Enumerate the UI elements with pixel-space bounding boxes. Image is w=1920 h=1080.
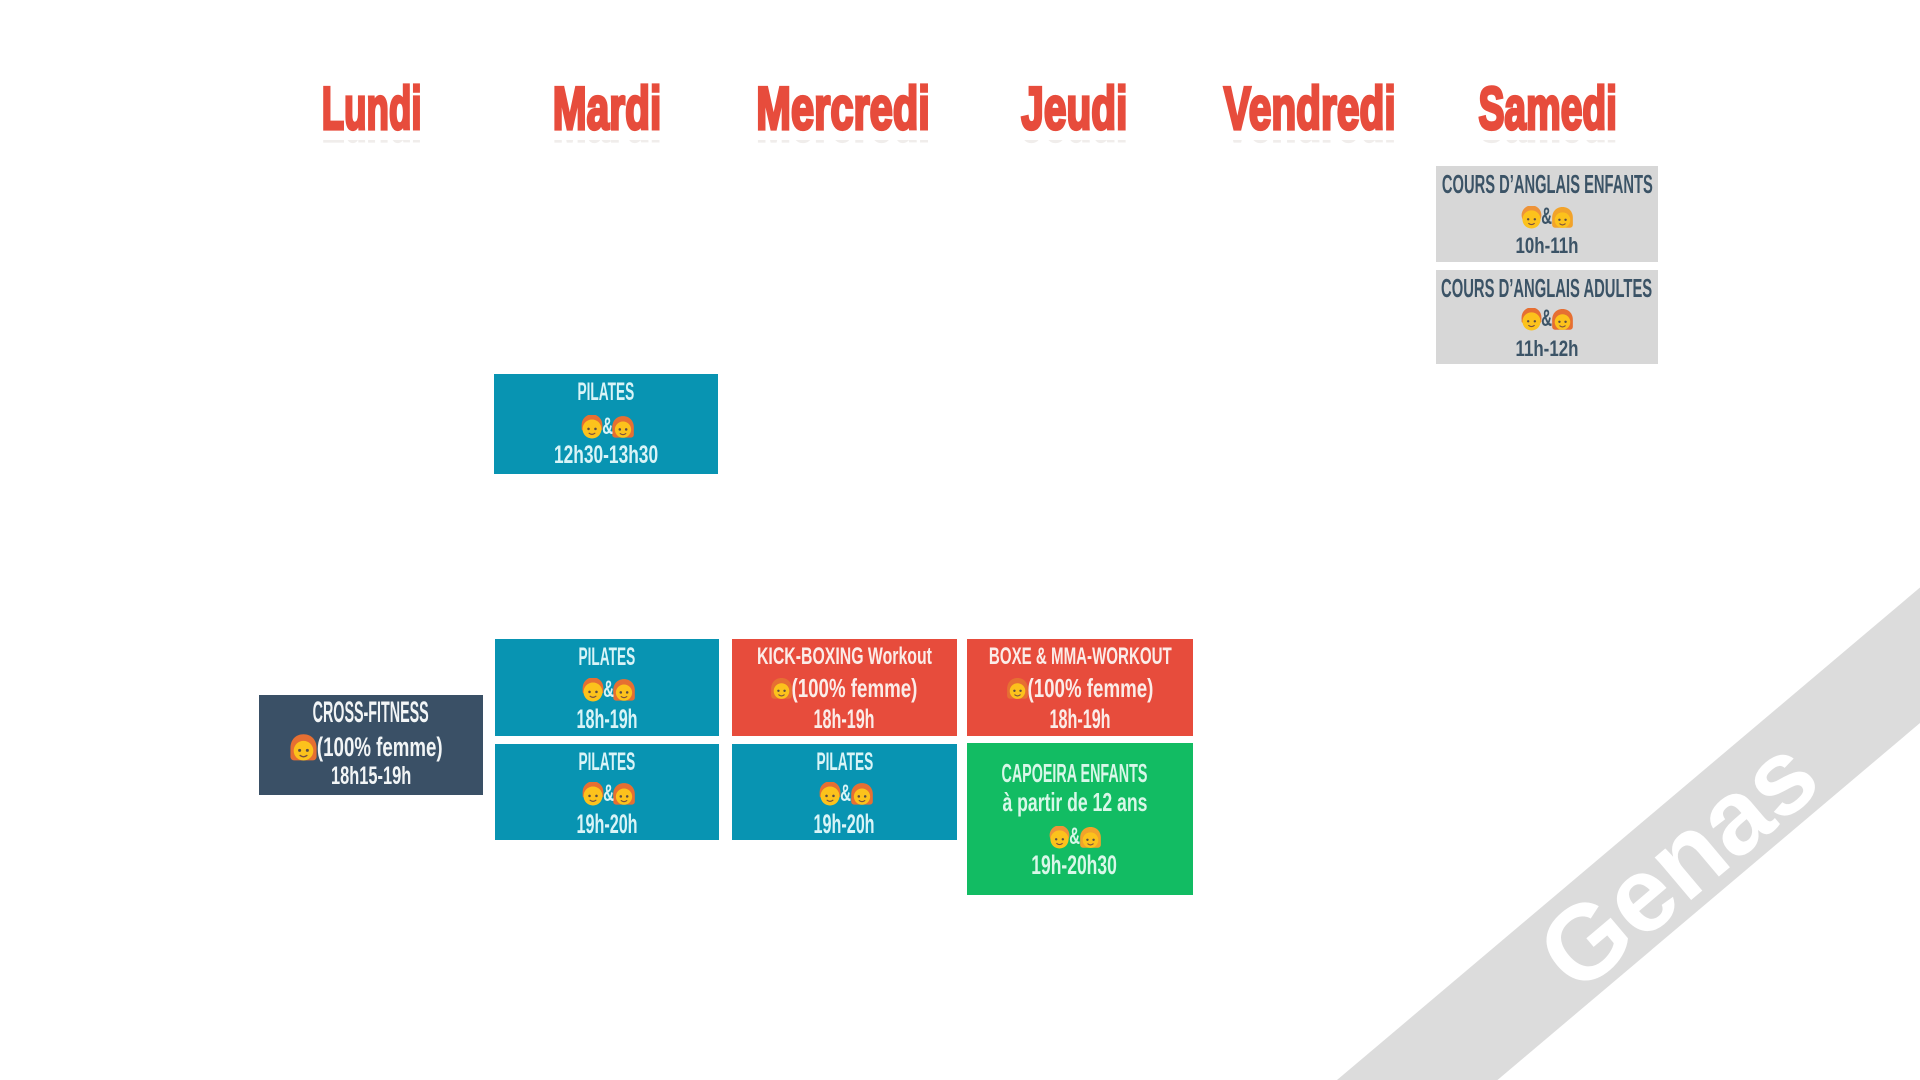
svg-text:Genas: Genas	[1516, 714, 1840, 1013]
